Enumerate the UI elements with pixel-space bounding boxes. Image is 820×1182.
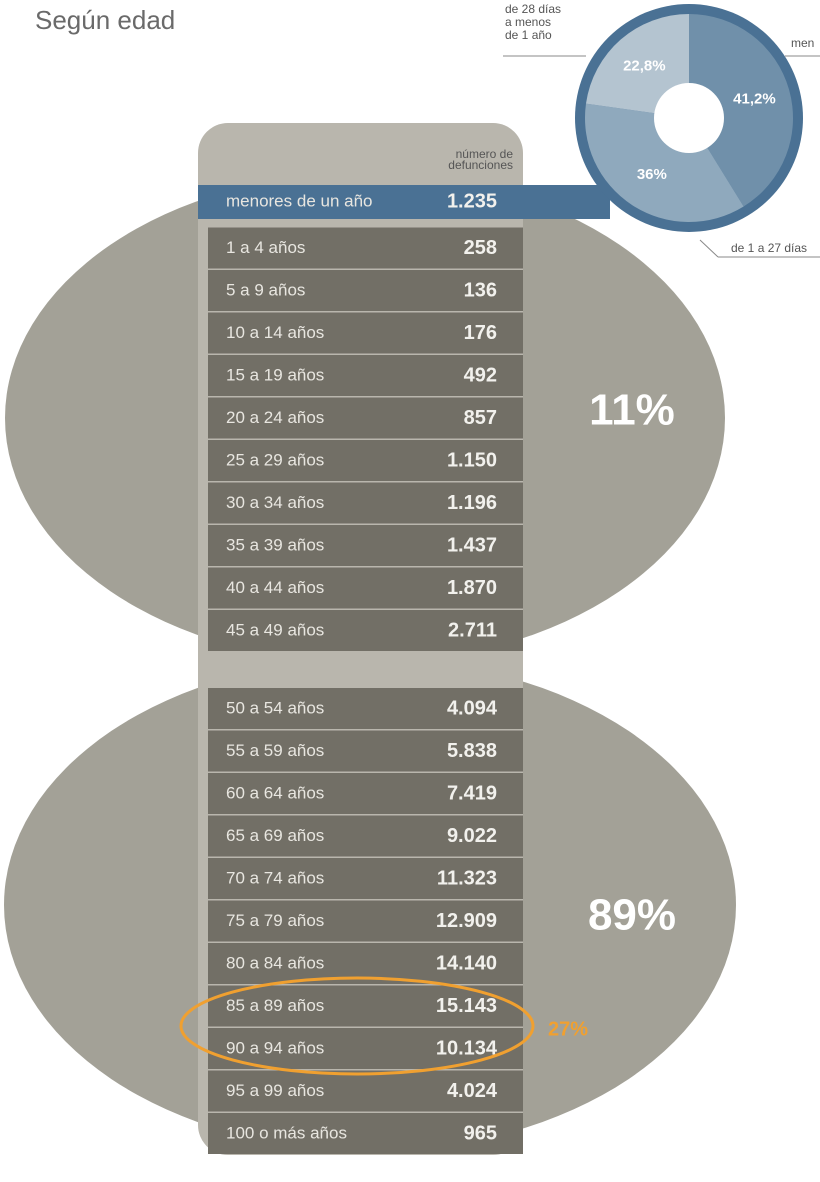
row-label: menores de un año — [226, 191, 373, 210]
row-label: 15 a 19 años — [226, 365, 324, 384]
pie-category-label: a menos — [505, 15, 551, 29]
row-value: 176 — [464, 322, 497, 344]
row-label: 35 a 39 años — [226, 535, 324, 554]
highlight-row — [198, 185, 610, 219]
row-value: 4.024 — [447, 1080, 498, 1102]
row-value: 857 — [464, 407, 497, 429]
pie-category-label: de 1 año — [505, 28, 552, 42]
row-value: 9.022 — [447, 825, 497, 847]
table-row — [208, 355, 523, 396]
pie-value-label: 41,2% — [733, 90, 776, 107]
row-value: 14.140 — [436, 952, 497, 974]
row-value: 1.150 — [447, 449, 497, 471]
row-label: 70 a 74 años — [226, 868, 324, 887]
row-label: 90 a 94 años — [226, 1038, 324, 1057]
table-row — [208, 985, 523, 1027]
row-value: 1.437 — [447, 534, 497, 556]
row-label: 60 a 64 años — [226, 783, 324, 802]
row-value: 1.870 — [447, 577, 497, 599]
pie-hole — [654, 83, 724, 153]
pie-category-label: men — [791, 36, 814, 50]
pie-value-label: 22,8% — [623, 58, 666, 75]
table-row — [208, 858, 523, 899]
pie-slice — [585, 103, 744, 223]
table-row — [208, 900, 523, 942]
pie-value-label: 36% — [637, 166, 667, 183]
page-title: Según edad — [35, 5, 175, 35]
row-value: 4.094 — [447, 697, 498, 719]
row-label: 65 a 69 años — [226, 826, 324, 845]
row-label: 45 a 49 años — [226, 620, 324, 639]
row-label: 10 a 14 años — [226, 323, 324, 342]
row-label: 55 a 59 años — [226, 741, 324, 760]
row-label: 75 a 79 años — [226, 911, 324, 930]
pie-slice — [689, 14, 794, 207]
row-label: 80 a 84 años — [226, 953, 324, 972]
row-label: 20 a 24 años — [226, 408, 324, 427]
table-header: número de — [456, 147, 514, 161]
row-label: 30 a 34 años — [226, 493, 324, 512]
table-row — [208, 730, 523, 772]
table-row — [208, 270, 523, 311]
pie-category-label: de 28 días — [505, 2, 561, 16]
row-value: 2.711 — [448, 619, 497, 641]
row-value: 5.838 — [447, 740, 497, 762]
callout-line — [699, 239, 719, 258]
table-row — [208, 567, 523, 609]
table-row — [208, 688, 523, 729]
table-header: defunciones — [448, 158, 513, 172]
row-label: 40 a 44 años — [226, 578, 324, 597]
row-value: 258 — [464, 237, 497, 259]
group-percent: 11% — [589, 386, 675, 435]
table-row — [208, 482, 523, 524]
highlight-percent: 27% — [548, 1018, 588, 1040]
row-label: 95 a 99 años — [226, 1081, 324, 1100]
table-row — [208, 773, 523, 814]
row-value: 136 — [464, 279, 497, 301]
table-row — [208, 1113, 523, 1154]
table-row — [208, 227, 523, 269]
row-value: 10.134 — [436, 1037, 498, 1059]
row-value: 15.143 — [436, 995, 497, 1017]
row-value: 965 — [464, 1122, 497, 1144]
group-percent: 89% — [588, 891, 676, 940]
table-row — [208, 525, 523, 566]
pie-category-label: de 1 a 27 días — [731, 241, 807, 255]
table-row — [208, 610, 523, 651]
row-label: 1 a 4 años — [226, 238, 305, 257]
row-value: 11.323 — [437, 867, 497, 889]
table-row — [208, 312, 523, 354]
row-label: 5 a 9 años — [226, 280, 305, 299]
row-value: 1.235 — [447, 190, 497, 212]
row-label: 100 o más años — [226, 1123, 347, 1142]
table-row — [208, 1070, 523, 1112]
table-row — [208, 815, 523, 857]
row-value: 1.196 — [447, 492, 497, 514]
pie-slice — [585, 14, 689, 118]
table-row — [208, 397, 523, 439]
row-value: 7.419 — [447, 782, 497, 804]
highlight-ellipse — [179, 976, 535, 1076]
row-value: 492 — [464, 364, 497, 386]
row-label: 85 a 89 años — [226, 996, 324, 1015]
row-value: 12.909 — [436, 910, 497, 932]
row-label: 25 a 29 años — [226, 450, 324, 469]
table-row — [208, 440, 523, 481]
row-label: 50 a 54 años — [226, 698, 324, 717]
